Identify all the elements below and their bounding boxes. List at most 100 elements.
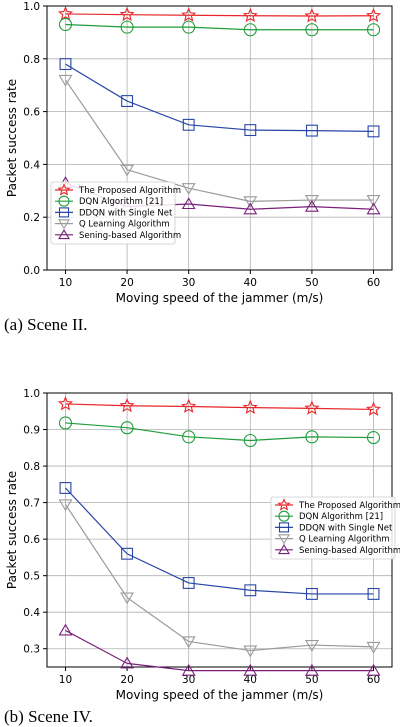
data-point [120, 421, 134, 435]
legend-entry: Sening-based Algorithm [299, 546, 400, 556]
x-axis-label: Moving speed of the jammer (m/s) [116, 291, 324, 305]
data-point [181, 663, 196, 676]
data-point [366, 641, 381, 654]
legend-marker [58, 207, 70, 218]
data-point [243, 645, 258, 658]
data-point [119, 397, 135, 413]
x-tick-label: 30 [182, 277, 195, 289]
series-3 [59, 58, 380, 138]
series-2 [58, 17, 381, 37]
data-point [304, 663, 319, 676]
x-tick-label: 50 [305, 277, 318, 289]
data-point [58, 17, 73, 32]
legend-entry: The Proposed Algorithm [298, 501, 400, 511]
series-3 [59, 482, 380, 600]
data-point [366, 23, 381, 37]
x-tick-label: 20 [120, 277, 133, 289]
data-point [304, 194, 319, 207]
legend-marker [278, 522, 290, 533]
data-point [120, 164, 135, 177]
legend-entry: The Proposed Algorithm [78, 186, 181, 196]
y-tick-label: 0.6 [23, 534, 40, 546]
data-point [243, 663, 258, 676]
data-point [242, 399, 258, 415]
legend-marker [277, 498, 291, 511]
data-point [120, 656, 135, 669]
data-point [305, 430, 319, 444]
series-line [65, 23, 374, 31]
series-line [65, 487, 374, 595]
data-point [304, 8, 320, 23]
y-tick-label: 0.4 [23, 159, 40, 171]
data-point [120, 592, 135, 605]
data-point [121, 95, 134, 107]
y-tick-label: 0.2 [23, 212, 40, 224]
y-tick-label: 1.0 [23, 388, 40, 400]
data-point [59, 58, 72, 71]
legend-marker [278, 510, 290, 522]
y-tick-label: 0.8 [23, 461, 40, 473]
plot-frame [46, 5, 393, 271]
x-tick-label: 10 [59, 277, 72, 289]
y-tick-label: 0.8 [23, 54, 40, 66]
data-point [182, 577, 195, 589]
series-line [64, 79, 374, 202]
chart-scene-ii: 10 20 30 40 50 60 0.0 0.2 0.4 0.6 0.8 1.0 Moving spe… [4, 1, 393, 334]
data-point [58, 499, 73, 512]
data-point [182, 118, 195, 131]
y-axis-label: Packet success rate [5, 79, 19, 197]
x-tick-label: 10 [59, 674, 72, 686]
legend-marker [57, 183, 71, 196]
x-tick-label: 50 [305, 674, 318, 686]
legend-box [270, 496, 396, 560]
data-point [59, 482, 72, 494]
series-4 [58, 74, 381, 209]
data-point [243, 23, 257, 37]
x-tick-label: 60 [367, 277, 380, 289]
data-point [244, 584, 257, 597]
series-line [65, 403, 374, 411]
data-point [121, 547, 134, 560]
series-1 [57, 5, 382, 23]
data-point [243, 196, 258, 209]
data-point [57, 5, 74, 21]
data-point [181, 7, 197, 22]
data-point [243, 202, 258, 215]
data-point [181, 183, 196, 195]
series-1 [57, 396, 382, 416]
data-point [366, 194, 381, 207]
data-point [119, 6, 135, 22]
data-point [304, 400, 320, 415]
data-point [57, 396, 74, 411]
x-tick-label: 40 [244, 277, 257, 289]
y-tick-label: 0.9 [23, 425, 40, 437]
y-tick-label: 0.4 [23, 607, 40, 619]
y-tick-label: 0.7 [23, 498, 40, 510]
series-line [65, 422, 374, 442]
data-point [182, 20, 196, 34]
y-tick-label: 1.0 [23, 1, 40, 13]
legend-entry: DQN Algorithm [21] [299, 512, 383, 522]
figure-caption: (b) Scene IV. [4, 707, 93, 726]
chart-scene-iv: 10 20 30 40 50 60 0.3 0.4 0.5 0.6 0.7 0.8 0.9 1.0 Movi… [4, 388, 400, 726]
y-tick-label: 0.5 [23, 571, 40, 583]
legend-marker [278, 543, 290, 555]
data-point [58, 623, 73, 636]
data-point [120, 20, 134, 34]
series-line [65, 13, 374, 17]
x-axis-label: Moving speed of the jammer (m/s) [116, 688, 324, 702]
data-point [182, 430, 196, 444]
y-tick-label: 0.3 [23, 644, 40, 656]
data-point [365, 7, 382, 23]
legend-entry: DQN Algorithm [21] [79, 197, 163, 207]
data-point [305, 124, 318, 137]
x-tick-label: 30 [182, 674, 195, 686]
data-point [305, 23, 319, 37]
data-point [305, 587, 318, 600]
legend-marker [58, 228, 70, 240]
data-point [366, 431, 381, 445]
data-point [243, 433, 257, 448]
y-tick-label: 0.6 [23, 107, 40, 119]
